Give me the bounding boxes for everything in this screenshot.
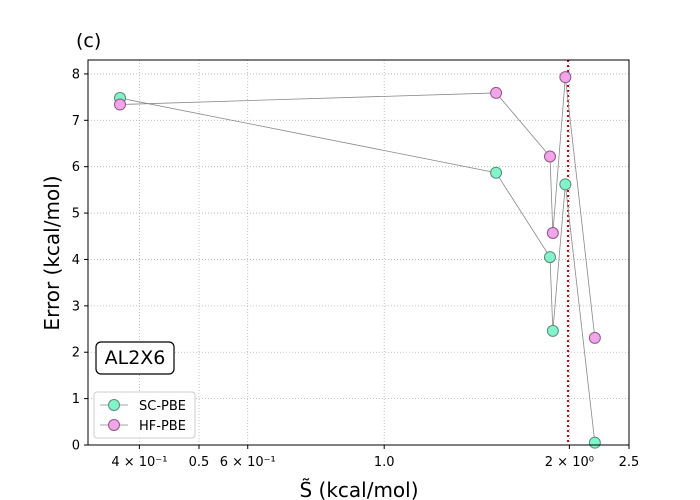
x-axis-ticks: 4 × 10⁻¹ 0.5 6 × 10⁻¹ 1.0 2 × 10⁰ 2.5 (111, 445, 639, 470)
y-tick-label: 1 (72, 392, 80, 407)
plot-frame (87, 59, 630, 446)
x-axis-label: S̃ (kcal/mol) (299, 478, 418, 500)
series-line-sc-pbe (119, 97, 596, 443)
x-tick-label: 2 × 10⁰ (545, 455, 594, 470)
data-point-hf-pbe-1 (490, 86, 503, 99)
data-point-sc-pbe-4 (559, 178, 572, 191)
panel-label: (c) (76, 30, 101, 52)
legend-label-sc-pbe: SC-PBE (139, 399, 186, 414)
data-point-hf-pbe-4 (559, 71, 572, 84)
x-tick-label: 6 × 10⁻¹ (220, 455, 276, 470)
legend-label-hf-pbe: HF-PBE (139, 419, 186, 434)
series-lines (119, 77, 596, 443)
data-point-hf-pbe-5 (588, 331, 601, 344)
x-tick-label: 1.0 (374, 455, 395, 470)
data-point-sc-pbe-5 (588, 436, 601, 449)
series-points (114, 71, 601, 449)
annotation-box: AL2X6 (95, 341, 175, 375)
y-tick-label: 8 (72, 67, 80, 82)
y-axis-ticks: 0 1 2 3 4 5 6 7 8 (72, 67, 88, 454)
data-point-hf-pbe-0 (114, 98, 127, 111)
y-tick-label: 4 (72, 253, 80, 268)
legend-marker-hf-pbe (108, 419, 120, 431)
data-point-sc-pbe-2 (543, 251, 556, 264)
legend-marker-sc-pbe (108, 399, 120, 411)
annotation-box-label: AL2X6 (105, 347, 166, 369)
y-axis-label: Error (kcal/mol) (40, 175, 64, 330)
y-tick-label: 6 (72, 160, 80, 175)
annotation-box-frame (95, 341, 175, 375)
x-tick-label: 4 × 10⁻¹ (111, 455, 167, 470)
y-tick-label: 7 (72, 114, 80, 129)
y-tick-label: 3 (72, 299, 80, 314)
legend: SC-PBE HF-PBE (93, 391, 196, 439)
y-tick-label: 2 (72, 346, 80, 361)
series-line-hf-pbe (119, 77, 596, 338)
y-tick-label: 0 (72, 439, 80, 454)
data-point-sc-pbe-3 (546, 324, 559, 337)
data-point-sc-pbe-1 (490, 166, 503, 179)
x-tick-label: 0.5 (189, 455, 210, 470)
y-tick-label: 5 (72, 207, 80, 222)
data-point-hf-pbe-3 (546, 227, 559, 240)
x-tick-label: 2.5 (619, 455, 640, 470)
data-point-hf-pbe-2 (543, 150, 556, 163)
